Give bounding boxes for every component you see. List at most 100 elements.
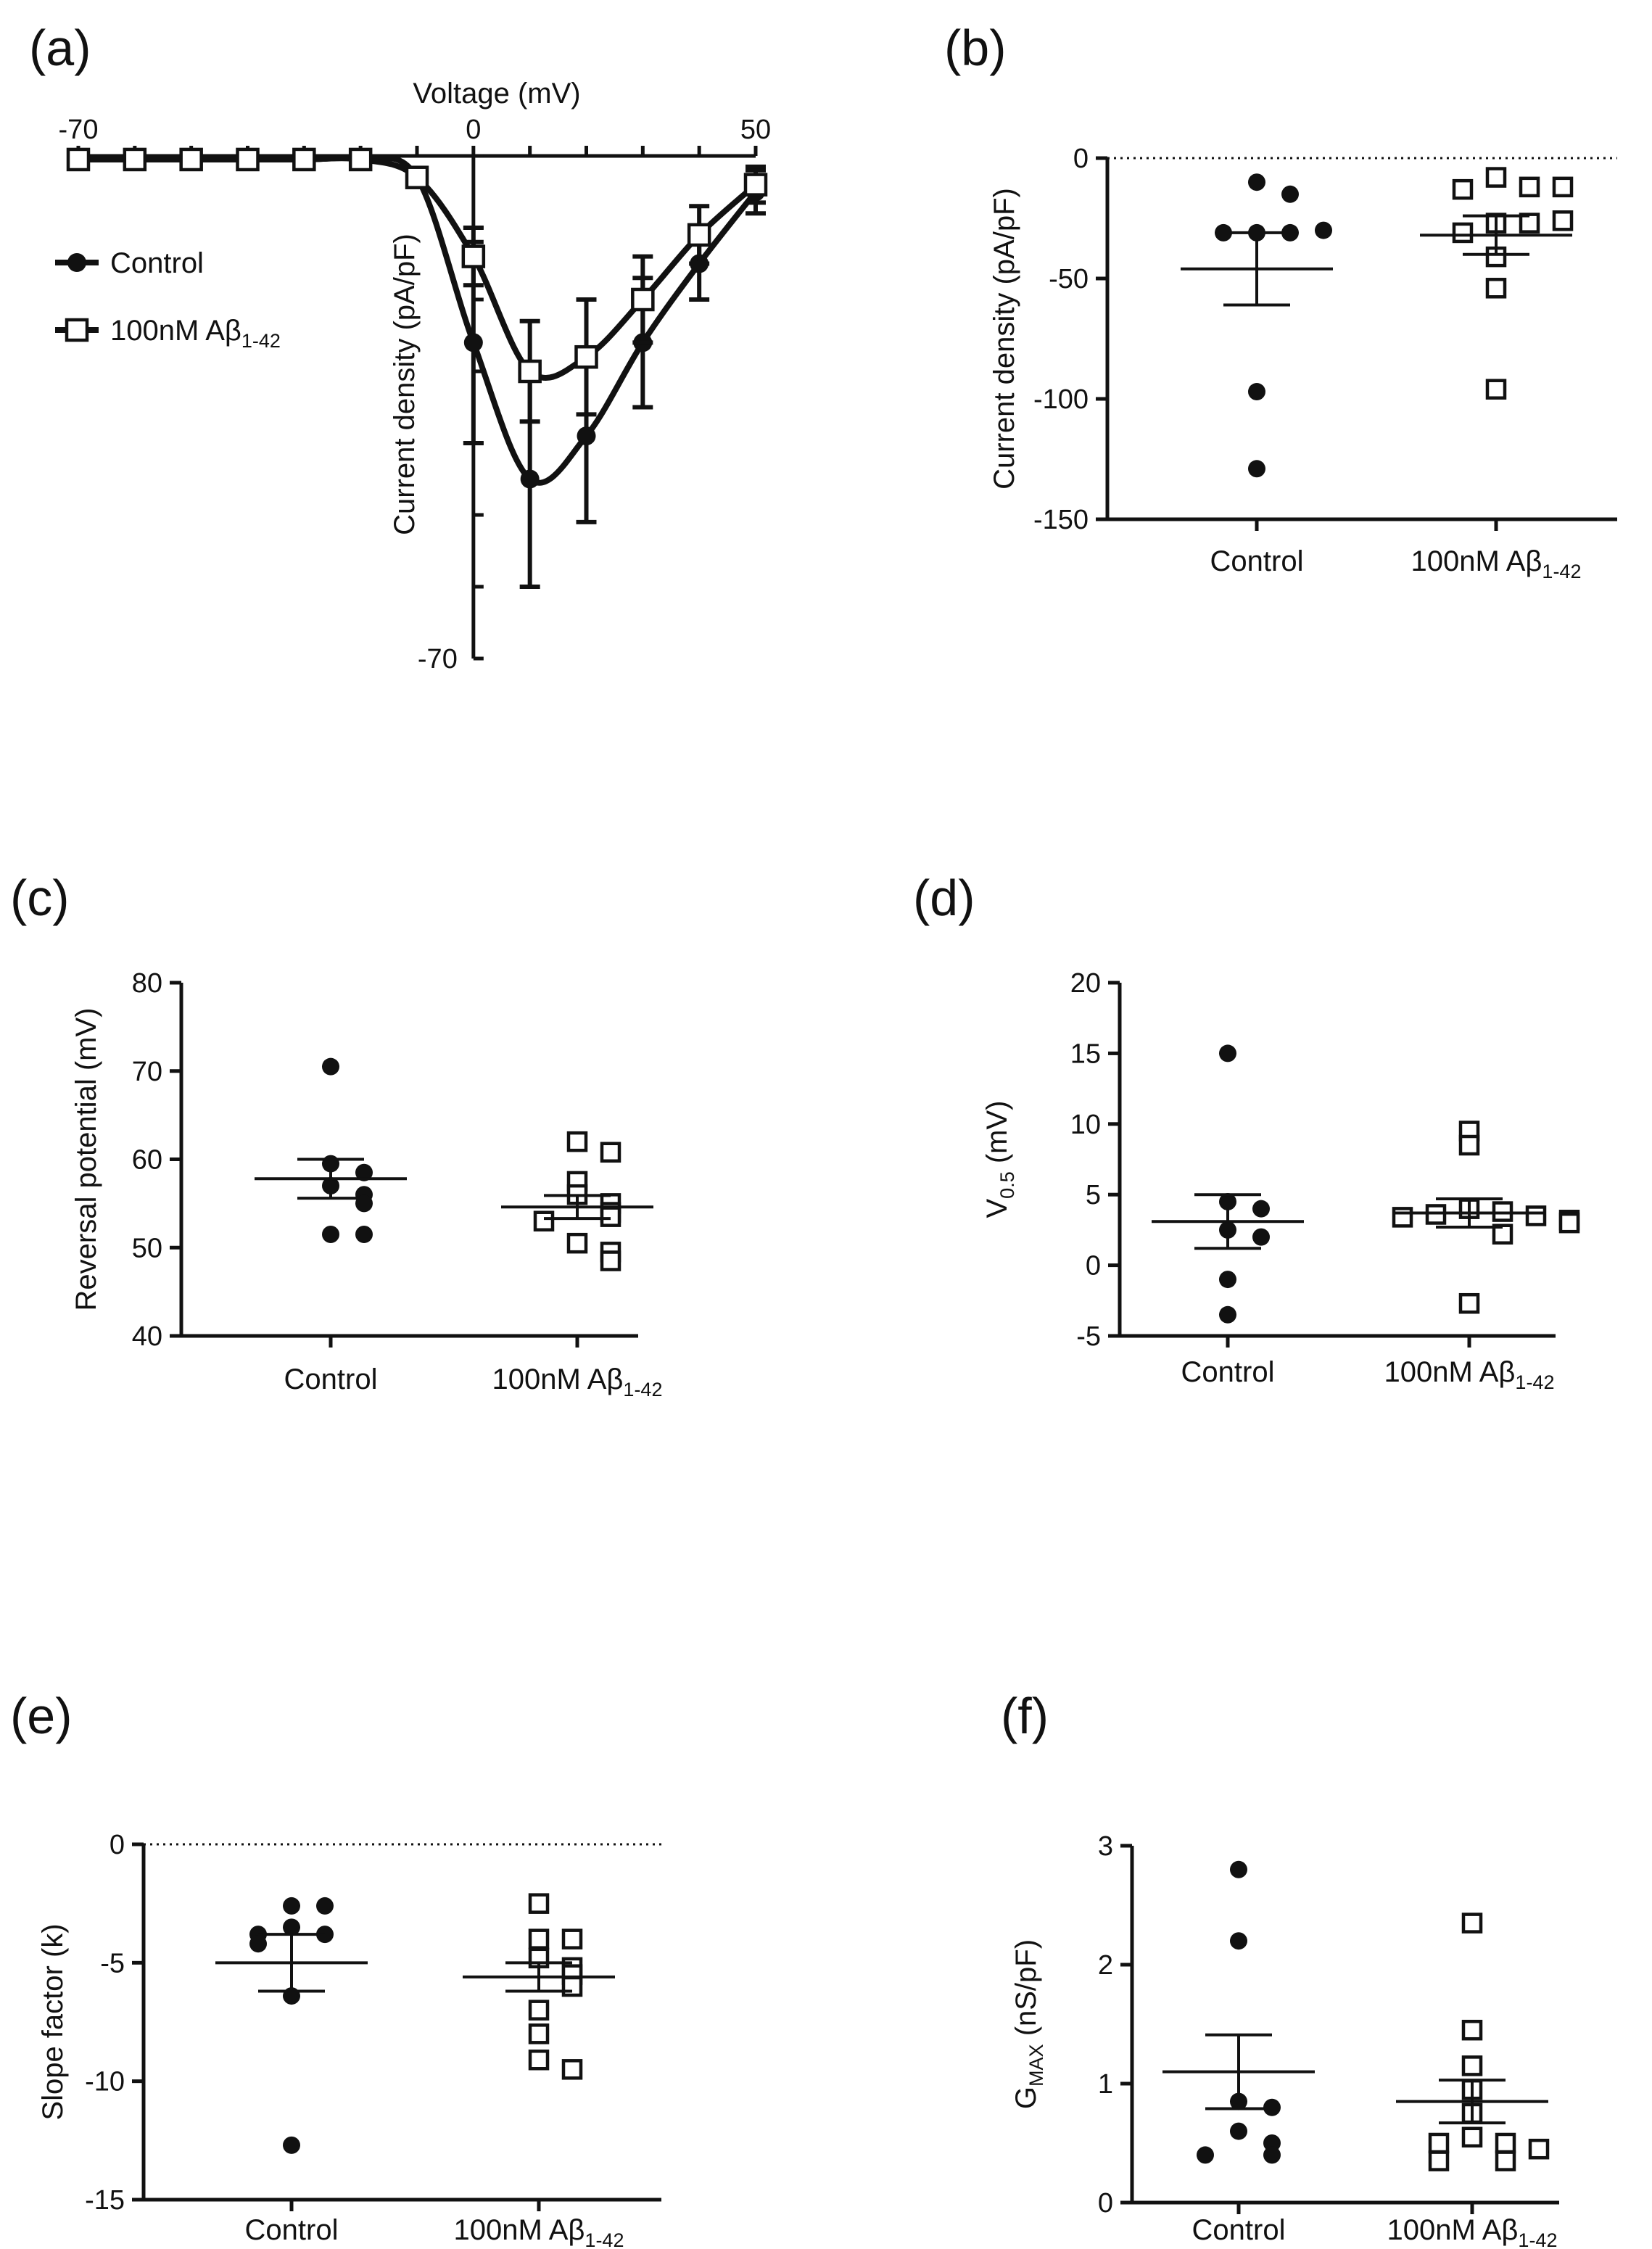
data-point-abeta [1485,278,1507,299]
x-tick-label: 50 [740,115,771,145]
y-tick-label: -150 [1033,505,1089,535]
data-point-control [577,426,596,446]
category-label-control: Control [284,1363,378,1395]
panel-label: (a) [29,20,91,76]
data-point-abeta [566,1131,588,1152]
x-axis-title: Voltage (mV) [413,78,580,110]
y-tick-label: 80 [132,968,162,999]
data-point-control [1248,460,1265,478]
data-point-abeta [687,223,711,247]
y-tick-label: 5 [1086,1180,1101,1210]
data-point-abeta [1461,1912,1483,1934]
data-point-abeta [348,147,373,172]
data-point-abeta [1552,210,1574,231]
y-tick-label: 20 [1070,968,1101,999]
y-tick-label: -70 [418,644,458,674]
data-point-abeta [1458,1292,1480,1314]
data-point-control [1248,173,1265,191]
y-tick-label: -10 [85,2067,125,2097]
y-tick-label: 40 [132,1321,162,1352]
panel-e: (e) 0 -5 -10 -15 Slope factor (k) Control 100nM… [10,1688,661,2249]
category-label-abeta: 100nM Aβ1-42 [1387,2214,1558,2249]
data-point-control [316,1897,334,1915]
data-point-abeta [1461,2019,1483,2041]
data-point-abeta [461,244,486,268]
y-tick-label: 15 [1070,1039,1101,1069]
category-label-abeta: 100nM Aβ1-42 [492,1363,663,1400]
data-point-abeta [1519,176,1540,198]
data-point-abeta [179,147,203,172]
data-point-control [355,1163,373,1181]
data-point-control [283,1918,300,1936]
data-point-abeta [1452,178,1474,200]
data-point-control [1219,1305,1236,1324]
data-point-abeta [1485,167,1507,188]
data-point-control [1252,1200,1270,1218]
data-point-control [1230,1932,1247,1950]
category-label-abeta: 100nM Aβ1-42 [1384,1356,1555,1393]
y-tick-label: 60 [132,1145,162,1176]
data-point-abeta [292,147,316,172]
data-point-abeta [528,1928,550,1949]
data-point-control [1281,185,1299,203]
category-label-abeta-sub: 1-42 [1515,1371,1554,1393]
y-tick-label: -15 [85,2185,125,2216]
data-point-abeta [1558,1212,1580,1234]
y-tick-label: 0 [110,1830,125,1860]
data-point-abeta [1528,2138,1550,2160]
data-point-control [355,1225,373,1243]
data-point-abeta [574,344,598,369]
y-axis-title-main: Current density (pA/pF) [988,188,1020,490]
y-tick-label: 0 [1073,144,1089,174]
data-point-abeta [600,1206,621,1227]
data-point-abeta [1428,2150,1450,2171]
category-label-abeta: 100nM Aβ1-42 [1411,545,1582,582]
data-point-abeta [1458,1134,1480,1156]
data-point-abeta [1392,1207,1413,1228]
data-point-abeta [1485,379,1507,400]
panel-b: (b) 0 -50 -100 -150 Current density (pA/pF) Co… [944,20,1617,582]
y-axis-title: GMAX (nS/pF) [1010,1939,1047,2109]
category-label-abeta-main: 100nM Aβ [1384,1356,1516,1388]
data-point-control [283,2136,300,2154]
data-point-control [1315,221,1332,239]
y-tick-label: 70 [132,1057,162,1087]
data-point-control [322,1057,339,1076]
data-point-abeta [528,2023,550,2044]
category-label-control: Control [245,2214,339,2246]
y-axis-title: Current density (pA/pF) [389,234,421,535]
category-label-control: Control [1181,1356,1275,1388]
data-point-control [1263,2146,1281,2164]
y-tick-label: -100 [1033,384,1089,415]
data-point-abeta [631,287,655,312]
category-label-abeta-sub: 1-42 [585,2229,624,2249]
data-point-control [1263,2134,1281,2152]
y-tick-label: -50 [1049,264,1089,294]
legend-label-abeta-main: 100nM Aβ [110,315,241,347]
y-axis-title-main: V [981,1199,1013,1218]
data-point-control [463,333,483,352]
data-point-control [322,1225,339,1243]
data-point-abeta [1495,2132,1516,2154]
data-point-abeta [533,1210,555,1231]
data-point-control [1252,1228,1270,1246]
data-point-control [520,469,540,489]
category-label-abeta-main: 100nM Aβ [1387,2214,1519,2246]
y-tick-label: 3 [1098,1831,1113,1862]
data-point-control [1230,2122,1247,2140]
y-tick-label: 50 [132,1233,162,1263]
y-axis-title: V0.5 (mV) [981,1101,1018,1218]
data-point-abeta [66,147,91,172]
y-axis-title-suffix: (mV) [981,1101,1013,1172]
data-point-abeta [1461,2055,1483,2076]
y-axis-title-suffix: (nS/pF) [1010,1939,1042,2044]
panel-c: (c) 40 50 60 70 80 Reversal potential (mV) Cont… [10,870,662,1400]
y-axis-title-sub: 0.5 [996,1171,1018,1199]
category-label-abeta-main: 100nM Aβ [454,2214,585,2246]
category-label-abeta-sub: 1-42 [1518,2229,1557,2249]
y-tick-label: -5 [100,1948,125,1978]
category-label-control: Control [1192,2214,1286,2246]
data-point-abeta [743,173,768,197]
data-point-abeta [1525,1205,1547,1226]
